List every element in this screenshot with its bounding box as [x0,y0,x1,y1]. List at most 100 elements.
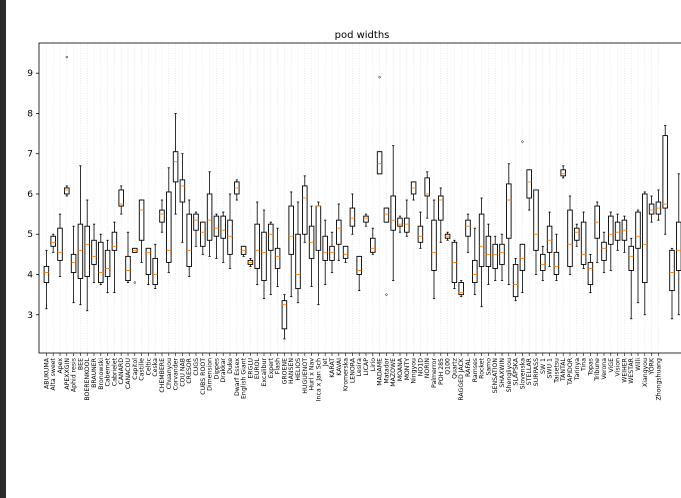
iqr-box [70,253,77,273]
box-31 [254,201,260,285]
x-tick-label: Taisetsu [553,358,560,384]
x-tick-label: Castille [139,358,146,381]
x-tick-label: CUGS [193,358,200,376]
box-42 [329,231,335,273]
iqr-box [356,255,362,275]
iqr-box [669,249,675,292]
iqr-box [64,187,70,195]
y-tick-label: 6 [27,190,33,200]
box-46 [356,255,362,291]
x-tick-label: YORK [649,357,656,376]
iqr-box [370,237,376,253]
box-0 [43,249,50,310]
iqr-box [261,231,267,281]
box-71 [526,169,532,211]
x-tick-label: Corvander [173,358,180,391]
box-57 [431,199,437,300]
x-tick-label: Slovenska [519,358,526,390]
x-tick-label: SWU 1 [547,358,554,379]
iqr-box [376,151,383,175]
x-tick-label: Tarinya [574,358,581,381]
iqr-box [540,253,546,271]
x-tick-label: Dippes [213,358,220,379]
box-7 [91,223,97,283]
iqr-box [519,243,526,271]
box-29 [240,245,247,257]
iqr-box [315,205,322,251]
x-tick-label: RAFAL [465,357,472,377]
chart-title: pod widths [335,30,390,41]
x-tick-label: STELLAR [526,357,533,385]
iqr-box [662,135,668,209]
x-tick-label: Verona [601,358,608,380]
iqr-box [193,213,199,231]
x-tick-label: TAPIDOR [567,357,574,386]
x-tick-label: APEXXGIN [64,358,71,390]
x-tick-label: Dimension [207,358,214,391]
box-79 [580,211,587,269]
iqr-box [431,219,437,271]
box-10 [111,221,118,294]
iqr-box [458,282,464,296]
iqr-box [397,217,403,227]
x-tick-label: Xiangyou [642,358,649,387]
box-58 [438,187,444,243]
x-tick-label: MAZOWE [390,358,397,387]
y-tick-label: 9 [27,69,33,79]
x-tick-label: Chuanyou [166,358,173,389]
x-tick-label: Drakkar [220,358,227,383]
box-33 [268,221,274,296]
x-tick-label: CHEMBERE [159,358,166,393]
iqr-box [166,191,172,263]
box-36 [288,191,294,298]
box-68 [506,163,512,285]
iqr-box [152,257,158,286]
x-tick-label: Capitol [132,358,139,380]
box-74 [546,211,553,267]
iqr-box [560,169,566,177]
box-26 [220,211,226,263]
box-8 [98,233,104,285]
x-tick-label: Aphid resis [71,358,78,392]
x-tick-label: Apex [57,358,64,374]
box-80 [587,253,594,294]
iqr-box [268,223,274,251]
box-65 [485,223,492,285]
x-tick-label: Tribune [594,358,601,382]
box-66 [492,235,498,281]
x-tick-label: ERGLU [247,358,254,379]
iqr-box [179,179,186,203]
x-tick-label: MADAME [377,358,384,386]
box-90 [655,189,662,221]
box-27 [227,193,233,269]
box-67 [499,233,505,281]
box-23 [200,221,206,255]
iqr-box [574,227,580,241]
box-52 [397,215,403,233]
y-tick-label: 7 [27,150,33,160]
box-16 [152,243,158,289]
box-43 [336,203,342,261]
iqr-box [138,199,145,241]
x-tick-label: Duke [227,358,234,374]
iqr-box [206,193,213,241]
x-tick-label: Zhongshuang [655,358,662,401]
iqr-box [281,300,288,330]
x-tick-label: Cabernet [105,357,112,386]
iqr-box [608,215,614,245]
box-85 [621,215,628,253]
y-tick-label: 8 [27,109,33,119]
iqr-box [336,219,342,245]
box-plot-chart: pod widths 3 4 5 6 7 8 9 ABUKUMA Alta sweet Apex… [27,30,681,401]
box-39 [308,205,315,287]
iqr-box [472,259,478,283]
box-86 [628,237,634,320]
iqr-box [220,215,226,239]
box-92 [669,247,675,320]
iqr-box [533,189,539,251]
box-21 [186,199,192,277]
x-tick-label: SLAPSKA [513,357,520,385]
box-32 [261,209,267,300]
box-15 [145,247,152,285]
x-tick-label: TANTAL [560,357,567,382]
